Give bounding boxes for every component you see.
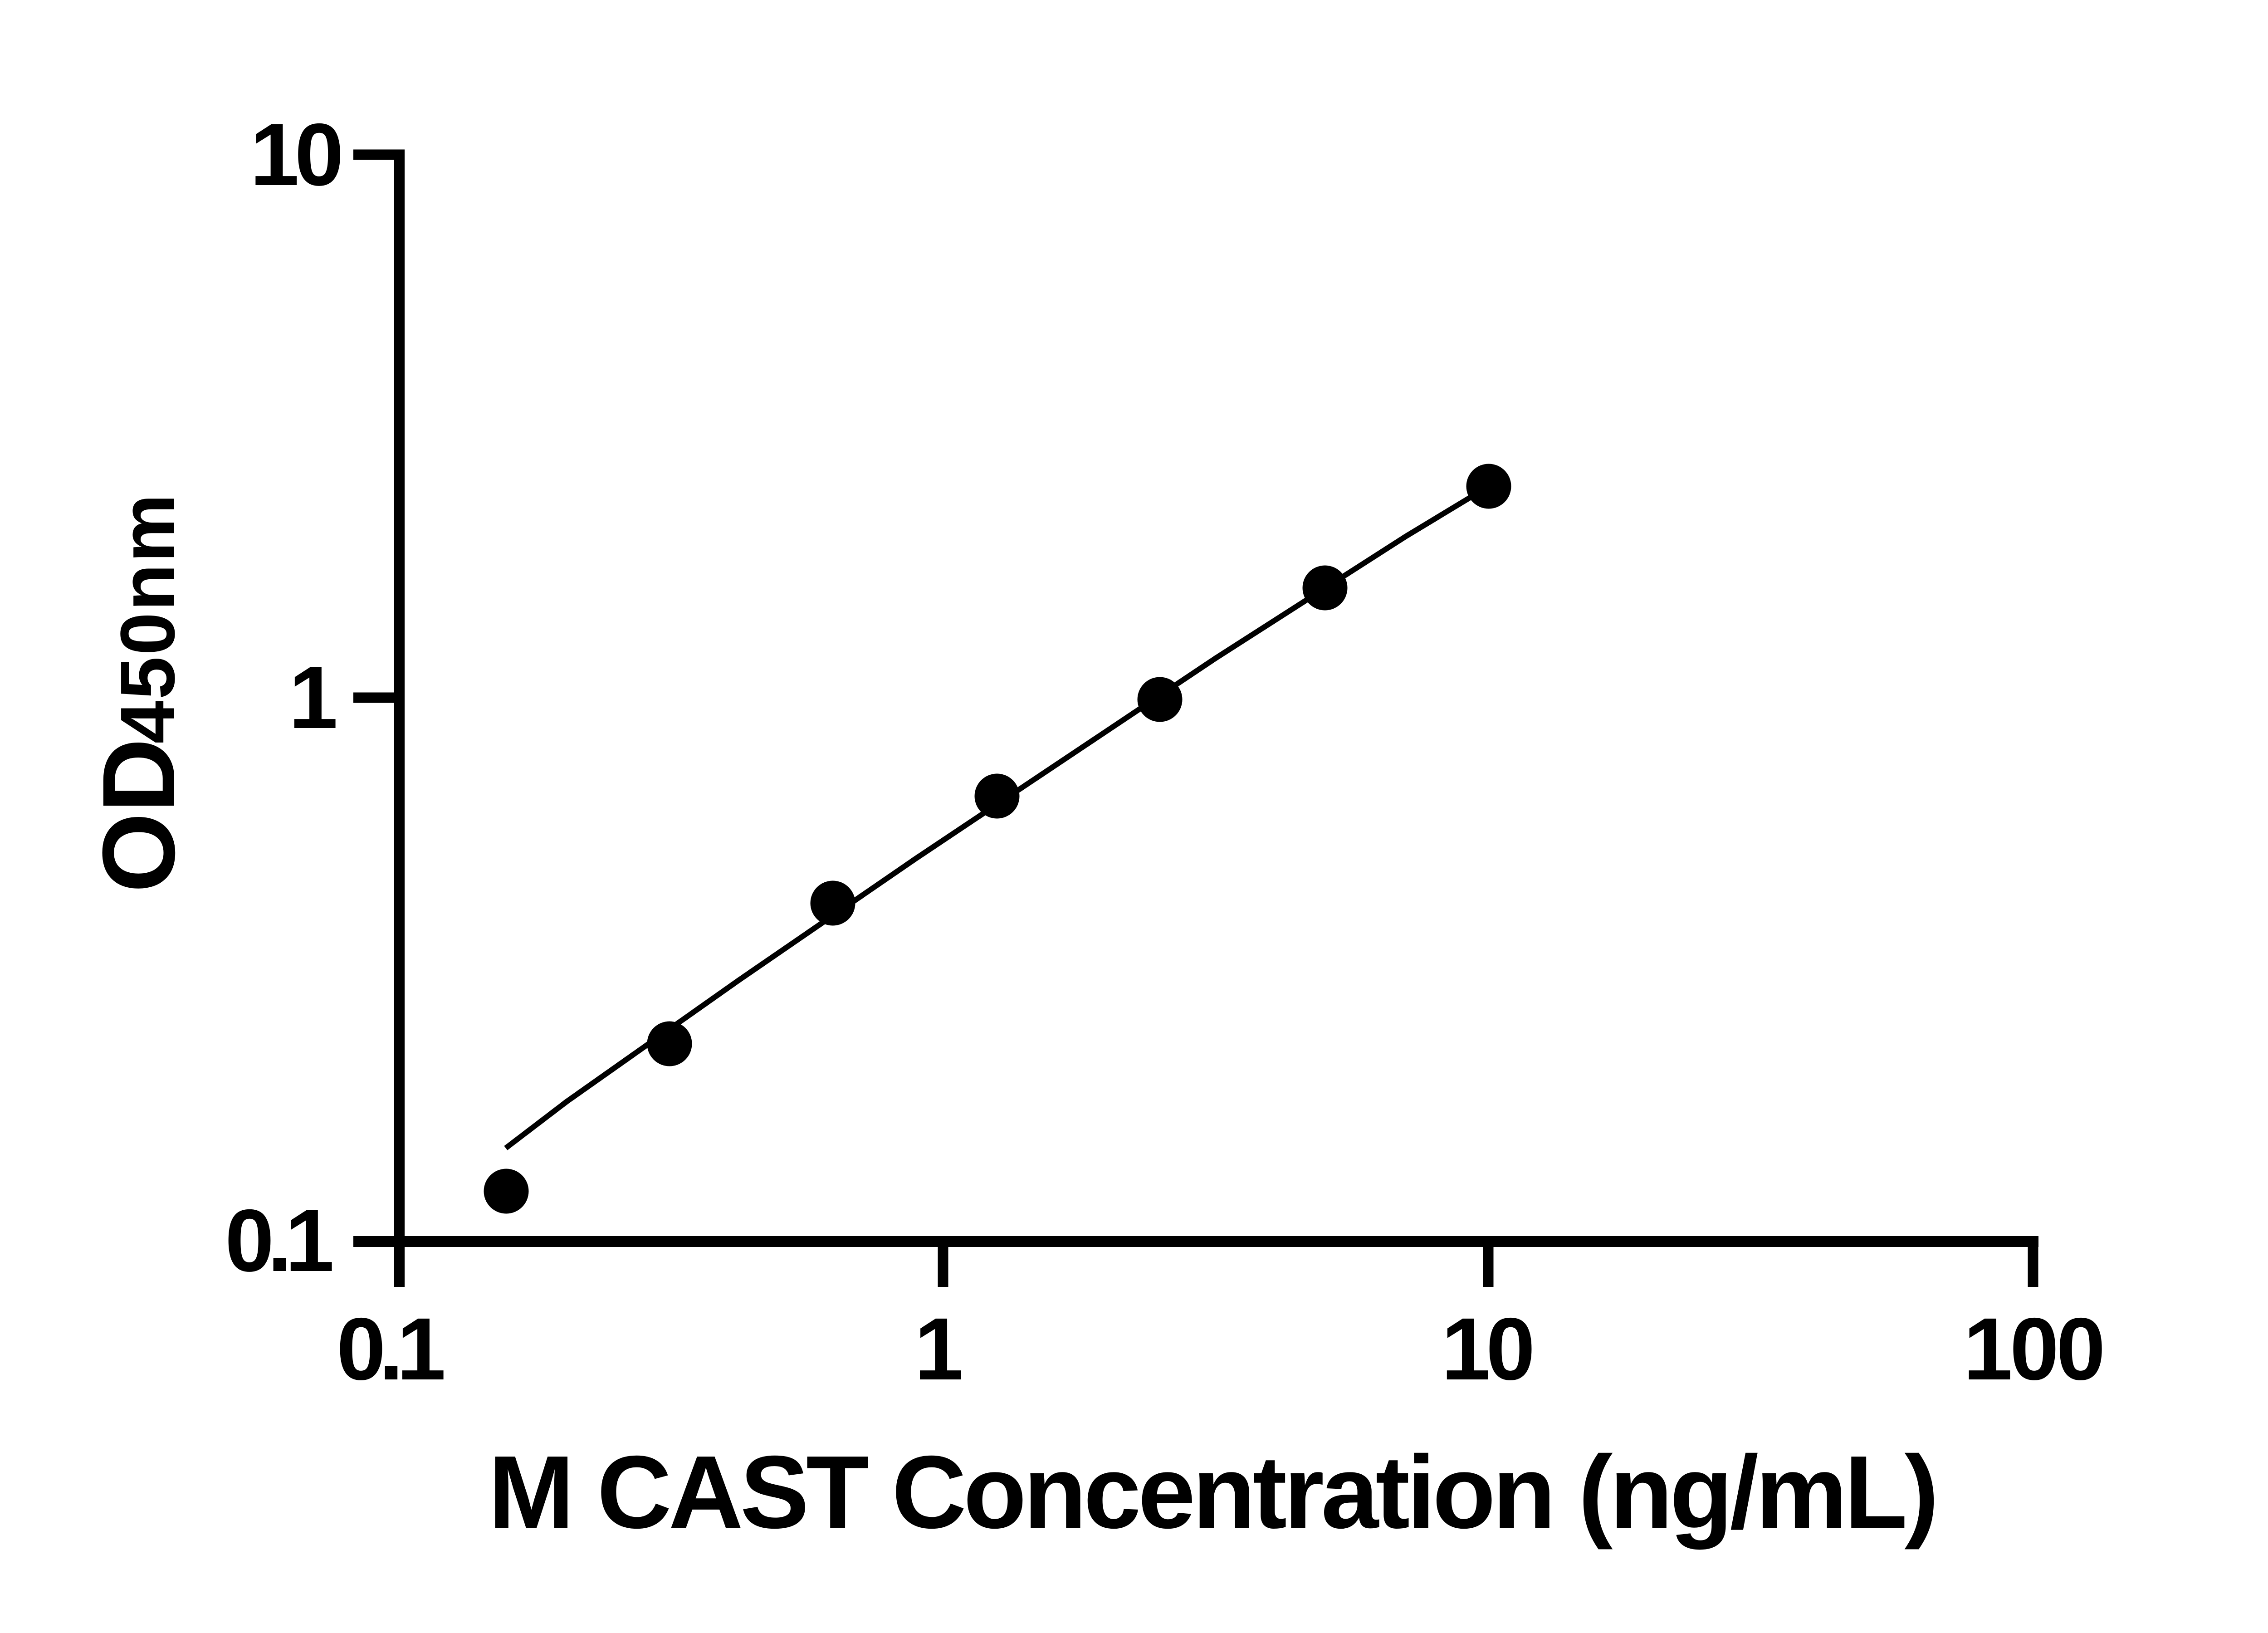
svg-text:M CAST Concentration (ng/mL): M CAST Concentration (ng/mL) — [488, 1435, 1936, 1550]
svg-text:OD450nm: OD450nm — [82, 493, 196, 893]
svg-text:1: 1 — [289, 648, 338, 747]
svg-text:1: 1 — [914, 1300, 963, 1398]
svg-text:0.1: 0.1 — [225, 1191, 332, 1290]
svg-text:0.1: 0.1 — [337, 1300, 444, 1398]
svg-text:10: 10 — [1442, 1300, 1532, 1398]
svg-text:100: 100 — [1963, 1300, 2102, 1398]
svg-text:10: 10 — [250, 105, 340, 204]
